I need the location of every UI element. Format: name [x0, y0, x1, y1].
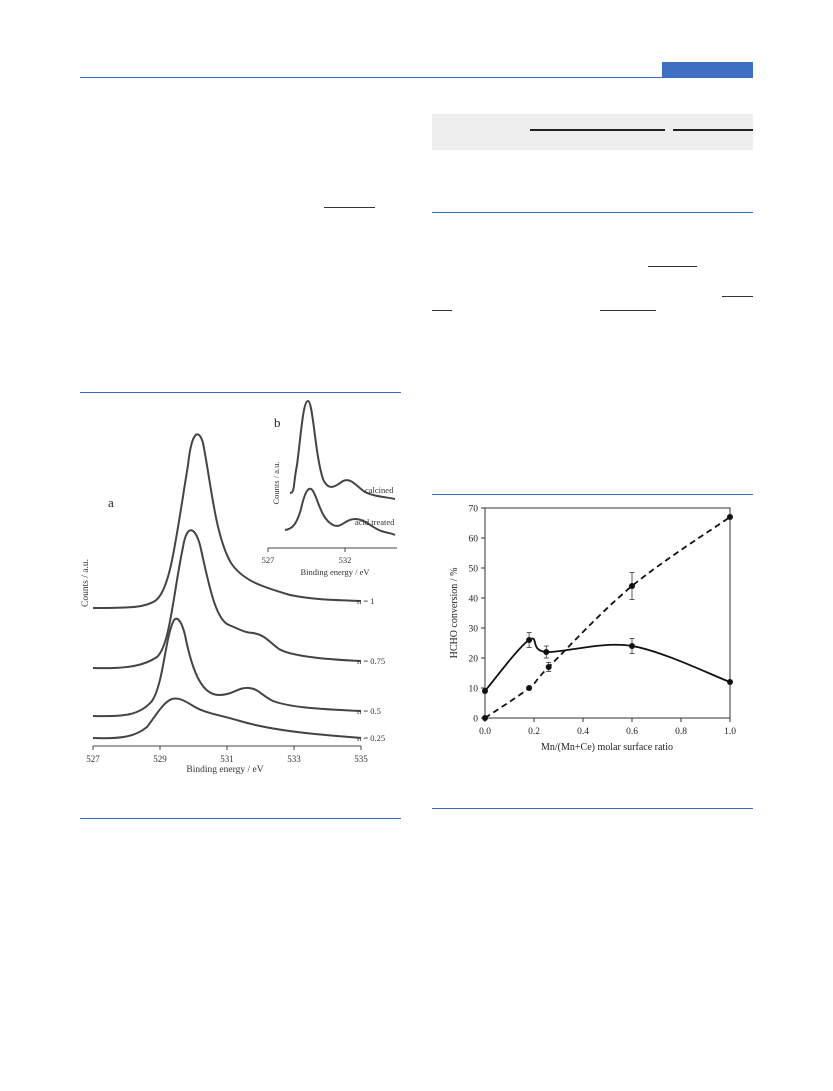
link-underline	[722, 296, 753, 297]
y-tick-label: 70	[469, 505, 479, 515]
table-rule-right	[673, 129, 753, 131]
xps-tick-label: 527	[86, 754, 100, 764]
x-tick-group: 0.0 0.2 0.4 0.6 0.8 1.0	[479, 718, 736, 737]
series-group	[482, 514, 733, 721]
link-underline	[324, 207, 375, 208]
y-tick-label: 60	[469, 535, 479, 545]
spectrum-n-0.25	[92, 697, 362, 740]
x-axis-label: Mn/(Mn+Ce) molar surface ratio	[541, 742, 673, 753]
xps-tick-label: 531	[220, 754, 234, 764]
data-point-dashed	[482, 715, 488, 721]
data-point-solid	[629, 643, 635, 649]
inset-curve-label-calcined: calcined	[365, 485, 394, 495]
link-underline	[648, 266, 697, 267]
data-point-dashed	[727, 514, 733, 520]
x-tick-label: 1.0	[724, 727, 736, 737]
panel-label-a: a	[108, 495, 114, 510]
xps-y-axis-label: Counts / a.u.	[81, 559, 91, 607]
inset-y-axis-label: Counts / a.u.	[271, 462, 281, 505]
y-tick-label: 40	[469, 595, 479, 605]
figure-top-rule	[432, 494, 753, 495]
inset-spectrum-calcined	[289, 399, 396, 500]
spectrum-n-0.75	[92, 529, 362, 670]
curve-label-n-0.5: n = 0.5	[357, 706, 381, 716]
data-point-solid	[543, 649, 550, 655]
xps-tick-label: 533	[287, 754, 301, 764]
xps-figure: 527 529 531 533 535 Binding energy / eV …	[81, 397, 401, 775]
inset-curve-label-acid-treated: acid treated	[355, 517, 395, 527]
data-point-dashed	[545, 664, 552, 670]
figure-bottom-rule	[432, 808, 753, 809]
x-tick-label: 0.2	[528, 727, 540, 737]
curve-label-n-1: n = 1	[357, 596, 375, 606]
header-tab	[662, 62, 753, 77]
data-point-dashed	[526, 685, 533, 691]
spectrum-n-1	[92, 433, 362, 609]
data-point-solid	[526, 637, 533, 643]
section-rule	[432, 212, 753, 213]
link-underline	[432, 310, 452, 311]
y-tick-label: 0	[473, 715, 478, 725]
figure-bottom-rule	[80, 818, 401, 819]
y-tick-label: 50	[469, 565, 479, 575]
y-tick-label: 10	[469, 685, 479, 695]
curve-label-n-0.75: n = 0.75	[357, 656, 385, 666]
hcho-conversion-chart: 0 10 20 30 40 50 60 70 0.0 0.2 0.4 0.6 0.8 1.0 Mn/(M…	[449, 505, 736, 754]
inset-x-axis-label: Binding energy / eV	[300, 567, 370, 577]
data-point-dashed	[629, 583, 635, 589]
x-tick-label: 0.0	[479, 727, 491, 737]
xps-tick-label: 529	[153, 754, 167, 764]
y-tick-label: 30	[469, 625, 479, 635]
header-rule	[80, 77, 753, 78]
x-tick-label: 0.6	[626, 727, 638, 737]
data-point-solid	[727, 679, 733, 685]
xps-tick-label: 535	[354, 754, 368, 764]
y-axis-label: HCHO conversion / %	[449, 568, 460, 659]
series-line-solid	[484, 637, 731, 692]
y-tick-group: 0 10 20 30 40 50 60 70	[469, 505, 485, 725]
inset-tick-label: 527	[262, 555, 275, 565]
link-underline	[600, 310, 656, 311]
spectrum-n-0.5	[92, 617, 362, 718]
inset-spectrum-acid-treated	[284, 487, 396, 536]
x-tick-label: 0.8	[675, 727, 687, 737]
series-line-dashed	[484, 516, 731, 719]
data-point-solid	[482, 688, 488, 694]
table-header-band	[432, 114, 753, 150]
table-rule-left	[530, 129, 665, 131]
inset-background	[255, 397, 401, 567]
curve-label-n-0.25: n = 0.25	[357, 733, 385, 743]
x-tick-label: 0.4	[577, 727, 589, 737]
panel-label-b: b	[274, 415, 281, 430]
figure-top-rule	[80, 392, 401, 393]
xps-x-axis-label: Binding energy / eV	[186, 765, 263, 775]
inset-tick-label: 532	[339, 555, 352, 565]
y-tick-label: 20	[469, 655, 479, 665]
plot-frame	[484, 507, 731, 719]
